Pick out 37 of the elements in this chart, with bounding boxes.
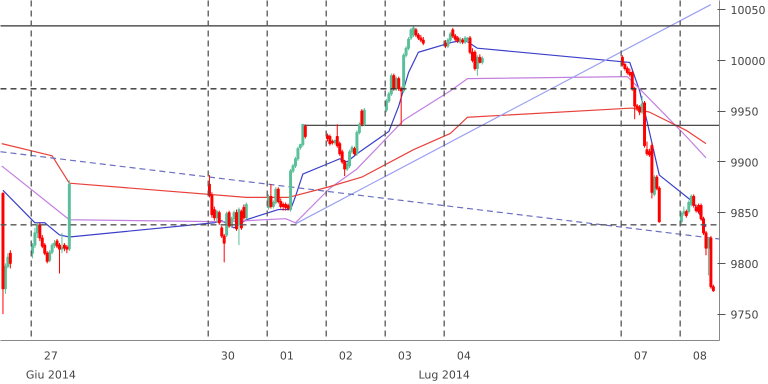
y-tick-label: 10000 [730, 54, 766, 68]
candlestick [414, 27, 418, 38]
x-tick-label: 30 [220, 350, 235, 362]
candlestick [304, 124, 307, 140]
line-series [1, 76, 707, 224]
candlestick [451, 27, 454, 39]
y-tick-label: 9950 [730, 106, 758, 119]
candlestick [638, 104, 642, 116]
x-tick-label: 08 [692, 350, 707, 362]
candlestick [473, 50, 476, 72]
x-tick-label: 02 [338, 350, 353, 362]
y-tick-label: 9900 [730, 156, 758, 170]
x-tick-label: 03 [398, 350, 412, 362]
y-tick-label: 9800 [730, 258, 758, 271]
x-tick-label: 07 [634, 350, 648, 362]
candlestick [360, 108, 364, 127]
candlestick [218, 210, 221, 226]
y-tick-label: 10050 [730, 4, 766, 18]
candlestick [328, 134, 332, 146]
y-tick-label: 9750 [730, 308, 758, 322]
candlestick [478, 54, 482, 64]
line-series [2, 39, 707, 238]
candlestick [8, 250, 12, 269]
x2-tick-label: Giu 2014 [26, 368, 76, 382]
x-tick-label: 01 [280, 350, 294, 362]
candlestick [228, 210, 231, 228]
candlestick [301, 124, 304, 148]
x-tick-label: 27 [44, 350, 58, 362]
line-series [1, 107, 707, 198]
candlestick [269, 184, 272, 210]
candlestick [58, 242, 61, 274]
y-tick-label: 9850 [730, 207, 758, 220]
x-tick-label: 04 [456, 350, 471, 362]
candlestick [412, 25, 415, 38]
candlestick [692, 194, 696, 208]
x2-tick-label: Lug 2014 [418, 368, 470, 382]
candlestick [348, 149, 352, 168]
